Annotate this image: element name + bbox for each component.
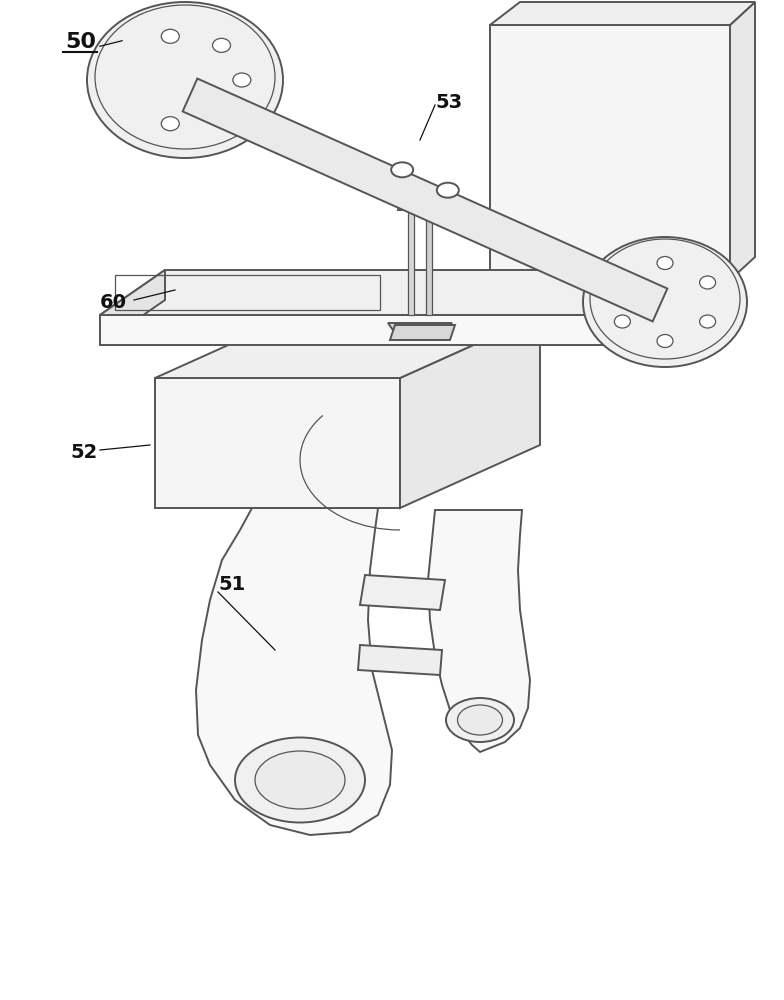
Ellipse shape [699,276,716,289]
Polygon shape [100,315,630,345]
Polygon shape [730,2,755,280]
Polygon shape [388,323,452,333]
PathPatch shape [428,510,530,752]
Polygon shape [408,210,414,315]
Ellipse shape [235,738,365,822]
Polygon shape [100,270,700,315]
Polygon shape [426,210,432,315]
Polygon shape [100,270,165,345]
Polygon shape [155,315,540,378]
Ellipse shape [615,315,630,328]
Ellipse shape [657,334,673,348]
Text: 52: 52 [70,442,97,462]
Polygon shape [490,2,755,25]
Text: 53: 53 [435,93,462,111]
Ellipse shape [162,29,180,43]
Ellipse shape [699,315,716,328]
Ellipse shape [446,698,514,742]
Polygon shape [490,25,730,280]
PathPatch shape [196,508,392,835]
Polygon shape [183,79,667,321]
Ellipse shape [87,2,283,158]
Polygon shape [390,325,455,340]
Ellipse shape [583,237,747,367]
Polygon shape [630,270,700,345]
Ellipse shape [233,73,251,87]
Polygon shape [398,200,444,210]
Polygon shape [155,378,400,508]
Polygon shape [400,315,540,508]
Ellipse shape [162,117,180,131]
Ellipse shape [391,162,413,177]
Ellipse shape [255,751,345,809]
Text: 51: 51 [218,576,245,594]
Ellipse shape [657,256,673,269]
Ellipse shape [458,705,503,735]
Ellipse shape [212,38,230,52]
Polygon shape [358,645,442,675]
Text: 50: 50 [65,32,96,52]
Polygon shape [360,575,445,610]
Ellipse shape [615,276,630,289]
Ellipse shape [437,183,459,198]
Ellipse shape [212,108,230,122]
Text: 60: 60 [100,292,127,312]
